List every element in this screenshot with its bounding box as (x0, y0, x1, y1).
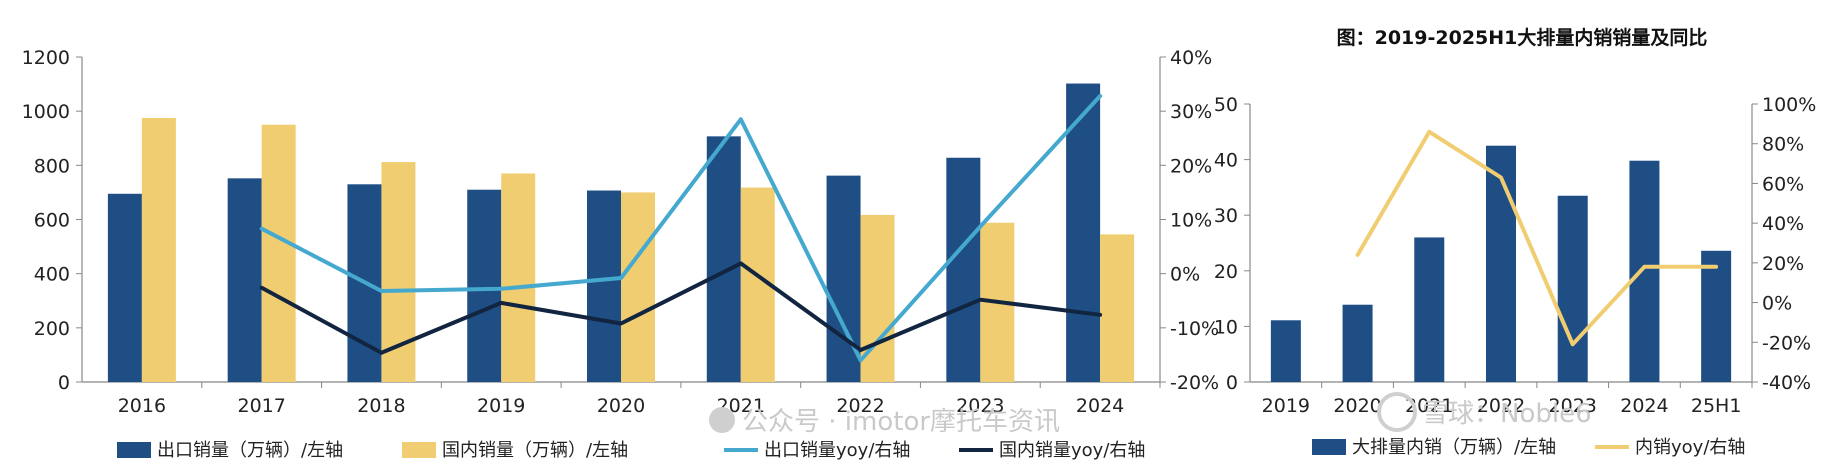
y-tick-label-right: 80% (1762, 134, 1804, 156)
x-tick-label: 2020 (1333, 395, 1381, 417)
large-displacement-sales-chart: 图：2019-2025H1大排量内销销量及同比 0 10 20 30 40 50 -40% -2… (1214, 26, 1817, 458)
xueqiu-icon (1377, 392, 1417, 432)
export-domestic-sales-chart: 0 200 400 600 800 1000 1200 -20% -10% 0% 10% 20% 30%… (22, 47, 1219, 461)
watermark-layer: 公众号 · imotor摩托车资讯 雪球：Noble6 (709, 392, 1592, 437)
watermark-left: 公众号 · imotor摩托车资讯 (742, 407, 1060, 437)
bar-series1 (1629, 160, 1660, 382)
chart-title: 图：2019-2025H1大排量内销销量及同比 (1337, 26, 1708, 49)
x-tick-label: 2019 (477, 395, 525, 417)
y-tick-label-left: 0 (1226, 372, 1238, 394)
x-tick-label: 2016 (118, 395, 166, 417)
bar-series1 (1701, 250, 1732, 382)
x-tick-label: 2019 (1262, 395, 1310, 417)
legend-label: 内销yoy/右轴 (1635, 437, 1745, 458)
y-tick-label-left: 40 (1214, 150, 1238, 172)
bar-series1 (1066, 83, 1101, 383)
y-tick-label-left: 0 (58, 372, 70, 394)
y-tick-label-left: 1200 (22, 47, 70, 69)
x-tick-label: 2023 (1549, 395, 1597, 417)
bar-series1 (227, 178, 262, 382)
legend-swatch-bar (402, 442, 436, 458)
y-tick-label-right: 30% (1170, 101, 1212, 123)
y-tick-label-left: 20 (1214, 261, 1238, 283)
legend-label: 国内销量yoy/右轴 (999, 440, 1145, 461)
x-tick-label: 25H1 (1691, 395, 1742, 417)
x-tick-label: 2022 (836, 395, 884, 417)
bar-series1 (1414, 237, 1445, 382)
bar-series1 (1557, 195, 1588, 382)
y-tick-label-right: 0% (1762, 293, 1792, 315)
legend-swatch-bar (1312, 439, 1346, 455)
y-tick-label-right: 10% (1170, 210, 1212, 232)
bar-series1 (1342, 304, 1373, 382)
x-tick-label: 2023 (956, 395, 1004, 417)
y-tick-label-right: 100% (1762, 94, 1816, 116)
y-tick-label-left: 30 (1214, 205, 1238, 227)
y-tick-label-left: 200 (34, 318, 70, 340)
x-tick-label: 2021 (1405, 395, 1453, 417)
bar-series1 (706, 136, 741, 382)
legend-label: 国内销量（万辆）/左轴 (442, 440, 628, 461)
y-tick-label-right: 40% (1762, 213, 1804, 235)
legend-label: 出口销量（万辆）/左轴 (157, 440, 343, 461)
watermark-right: 雪球：Noble6 (1422, 399, 1592, 429)
bar-series1 (946, 157, 981, 382)
y-tick-label-right: 40% (1170, 47, 1212, 69)
y-tick-label-right: -20% (1762, 332, 1811, 354)
bar-series2 (141, 117, 176, 382)
wechat-icon (709, 407, 735, 433)
legend-label: 出口销量yoy/右轴 (764, 440, 910, 461)
y-tick-label-left: 50 (1214, 94, 1238, 116)
bar-series1 (107, 193, 142, 382)
bar-series2 (261, 124, 296, 382)
bar-series1 (1270, 320, 1301, 382)
y-tick-label-right: 60% (1762, 173, 1804, 195)
line-series-1 (1355, 129, 1719, 347)
line-series-1 (259, 94, 1103, 363)
x-tick-label: 2024 (1620, 395, 1668, 417)
bar-series2 (501, 173, 536, 382)
y-tick-label-right: 20% (1762, 253, 1804, 275)
y-tick-label-left: 1000 (22, 101, 70, 123)
bar-series1 (1486, 145, 1516, 382)
y-tick-label-left: 600 (34, 210, 70, 232)
x-tick-label: 2018 (357, 395, 405, 417)
y-tick-label-right: -20% (1170, 372, 1219, 394)
bar-series2 (1100, 234, 1135, 382)
x-tick-label: 2017 (237, 395, 285, 417)
y-tick-label-left: 10 (1214, 316, 1238, 338)
y-tick-label-left: 400 (34, 264, 70, 286)
y-tick-label-right: -10% (1170, 318, 1219, 340)
bar-series2 (621, 192, 655, 382)
x-tick-label: 2022 (1477, 395, 1525, 417)
bar-series1 (587, 190, 621, 382)
legend-swatch-bar (117, 442, 151, 458)
y-tick-label-right: -40% (1762, 372, 1811, 394)
y-tick-label-right: 0% (1170, 264, 1200, 286)
x-tick-label: 2020 (597, 395, 645, 417)
line-series-2 (259, 261, 1103, 355)
y-tick-label-left: 800 (34, 155, 70, 177)
legend-label: 大排量内销（万辆）/左轴 (1352, 437, 1556, 458)
x-tick-label: 2024 (1076, 395, 1124, 417)
bar-series1 (467, 189, 502, 382)
y-tick-label-right: 20% (1170, 155, 1212, 177)
